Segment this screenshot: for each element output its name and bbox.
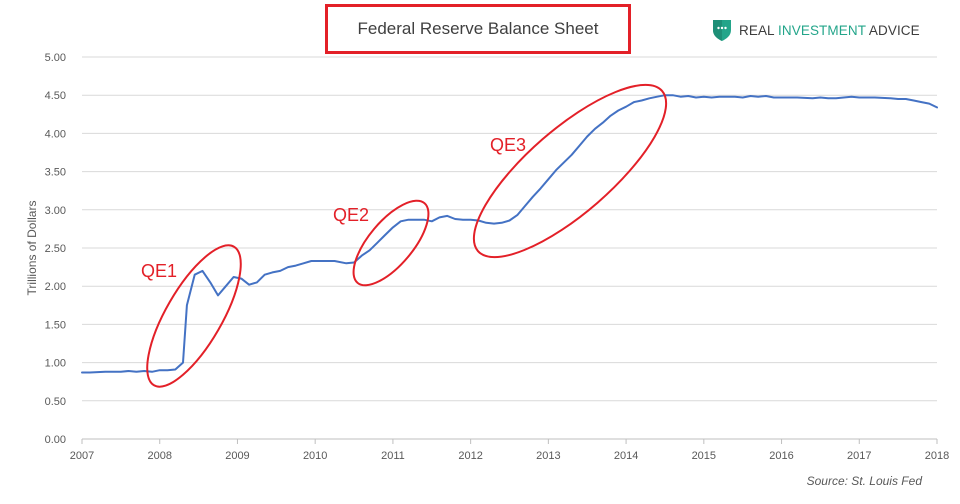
x-tick-label: 2009 — [225, 450, 249, 462]
annotation-label: QE1 — [141, 261, 177, 281]
x-tick-label: 2010 — [303, 450, 327, 462]
qe-highlight-ellipse — [352, 199, 430, 287]
x-tick-label: 2014 — [614, 450, 638, 462]
series-line — [81, 94, 938, 374]
y-tick-label: 3.50 — [45, 167, 66, 179]
y-tick-label: 5.00 — [45, 52, 66, 64]
x-tick-label: 2013 — [536, 450, 560, 462]
axes: 0.00 0.50 1.00 1.50 2.00 2.50 3.00 3.50 4.00 4.50… — [45, 52, 950, 462]
x-tick-label: 2018 — [925, 450, 949, 462]
x-tick-label: 2017 — [847, 450, 871, 462]
x-tick-label: 2016 — [769, 450, 793, 462]
y-tick-label: 1.00 — [45, 358, 66, 370]
brand-name-part3: ADVICE — [865, 22, 920, 38]
brand-logo: REAL INVESTMENT ADVICE — [711, 18, 920, 42]
annotation-label: QE3 — [490, 135, 526, 155]
x-tick-label: 2012 — [458, 450, 482, 462]
shield-logo-icon — [713, 20, 731, 41]
brand-name-part1: REAL — [739, 22, 779, 38]
chart-title-box: Federal Reserve Balance Sheet — [325, 4, 631, 54]
y-tick-label: 0.00 — [45, 434, 66, 446]
annotation-label: QE2 — [333, 205, 369, 225]
x-tick-label: 2011 — [381, 450, 405, 462]
y-tick-label: 3.00 — [45, 205, 66, 217]
y-tick-label: 2.50 — [45, 243, 66, 255]
y-tick-label: 0.50 — [45, 396, 66, 408]
x-tick-label: 2015 — [692, 450, 716, 462]
source-note: Source: St. Louis Fed — [806, 474, 922, 488]
qe-highlight-ellipse — [472, 83, 668, 259]
y-tick-label: 2.00 — [45, 281, 66, 293]
qe-highlight-ellipse — [146, 244, 242, 388]
x-tick-label: 2007 — [70, 450, 94, 462]
brand-name: REAL INVESTMENT ADVICE — [739, 23, 920, 38]
chart-title: Federal Reserve Balance Sheet — [357, 19, 599, 38]
brand-name-accent: INVESTMENT — [778, 22, 866, 38]
y-tick-label: 1.50 — [45, 319, 66, 331]
annotations: QE1 QE2 QE3 — [141, 83, 668, 388]
y-tick-label: 4.50 — [45, 90, 66, 102]
y-tick-label: 4.00 — [45, 128, 66, 140]
gridlines — [82, 56, 937, 402]
y-axis-label: Trillions of Dollars — [25, 201, 39, 296]
series-layer — [81, 94, 938, 374]
x-tick-label: 2008 — [147, 450, 171, 462]
